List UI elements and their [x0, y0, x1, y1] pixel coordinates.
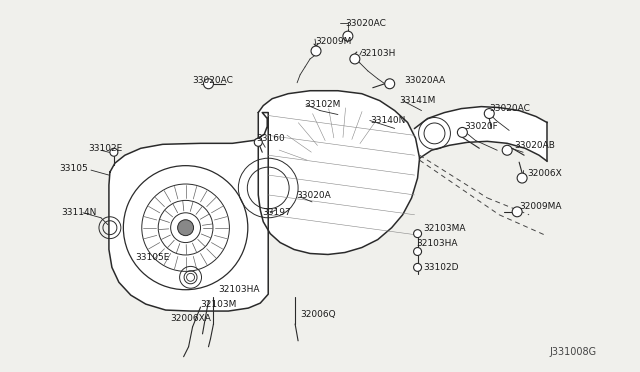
Text: 33020AC: 33020AC — [193, 76, 234, 85]
Text: 33020AB: 33020AB — [514, 141, 555, 150]
Text: 33020AC: 33020AC — [489, 104, 530, 113]
Circle shape — [311, 46, 321, 56]
Text: 33105E: 33105E — [135, 253, 169, 262]
Text: 32006X: 32006X — [527, 169, 562, 177]
Circle shape — [502, 145, 512, 155]
Text: 33197: 33197 — [262, 208, 291, 217]
Circle shape — [204, 79, 214, 89]
Circle shape — [385, 79, 395, 89]
Circle shape — [254, 138, 262, 146]
Text: 32009MA: 32009MA — [519, 202, 562, 211]
Text: 32103M: 32103M — [200, 299, 237, 309]
Circle shape — [458, 128, 467, 137]
Polygon shape — [109, 113, 268, 311]
Text: 33102D: 33102D — [424, 263, 459, 272]
Text: J331008G: J331008G — [550, 347, 596, 357]
Text: 32103HA: 32103HA — [218, 285, 260, 294]
Text: 33020AA: 33020AA — [404, 76, 445, 85]
Text: 33102E: 33102E — [88, 144, 122, 153]
Text: 33160: 33160 — [256, 134, 285, 143]
Text: 32103MA: 32103MA — [424, 224, 466, 233]
Text: 33020AC: 33020AC — [345, 19, 386, 28]
Polygon shape — [259, 91, 420, 254]
Text: 32009M: 32009M — [315, 36, 351, 46]
Circle shape — [187, 273, 195, 281]
Circle shape — [413, 247, 422, 256]
Text: 32006XA: 32006XA — [171, 314, 212, 324]
Circle shape — [350, 54, 360, 64]
Text: 32103H: 32103H — [360, 48, 396, 58]
Circle shape — [413, 263, 422, 271]
Circle shape — [178, 220, 193, 235]
Circle shape — [512, 207, 522, 217]
Text: 33114N: 33114N — [61, 208, 97, 217]
Text: 32006Q: 32006Q — [300, 310, 336, 318]
Circle shape — [343, 31, 353, 41]
Circle shape — [110, 148, 118, 156]
Text: 32103HA: 32103HA — [417, 239, 458, 248]
Text: 33020A: 33020A — [296, 192, 331, 201]
Text: 33102M: 33102M — [304, 100, 340, 109]
Circle shape — [413, 230, 422, 238]
Polygon shape — [415, 107, 547, 161]
Circle shape — [484, 109, 494, 119]
Text: 33141M: 33141M — [399, 96, 436, 105]
Circle shape — [517, 173, 527, 183]
Text: 33140N: 33140N — [370, 116, 405, 125]
Text: 33020F: 33020F — [465, 122, 498, 131]
Text: 33105: 33105 — [59, 164, 88, 173]
